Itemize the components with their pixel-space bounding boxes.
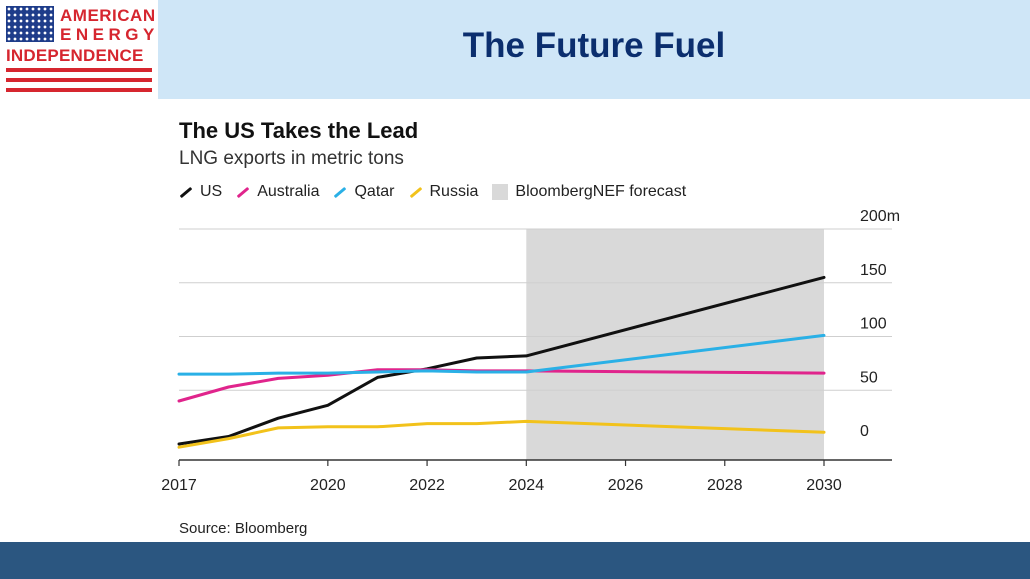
legend-item-australia: Australia	[236, 183, 319, 201]
y-tick-label: 200m	[860, 208, 900, 225]
logo-stripe	[6, 88, 152, 92]
chart-subtitle: LNG exports in metric tons	[179, 148, 404, 169]
legend-label-us: US	[200, 183, 223, 200]
x-tick-label: 2024	[509, 477, 545, 494]
y-tick-label: 100	[860, 316, 887, 333]
legend-swatch-forecast	[492, 184, 509, 200]
legend-label-australia: Australia	[257, 183, 320, 200]
flag-icon	[6, 6, 54, 42]
x-tick-label: 2022	[409, 477, 445, 494]
chart-source: Source: Bloomberg	[179, 520, 308, 537]
legend-label-russia: Russia	[429, 183, 479, 200]
x-tick-label: 2017	[161, 477, 197, 494]
y-tick-label: 50	[860, 369, 878, 386]
x-tick-label: 2030	[806, 477, 842, 494]
series-line-qatar	[177, 333, 826, 376]
series-line-russia	[177, 419, 826, 449]
chart-legend: US Australia Qatar Russia BloombergNEF f…	[179, 180, 700, 204]
page-title: The Future Fuel	[462, 26, 726, 65]
legend-item-forecast: BloombergNEF forecast	[492, 183, 686, 201]
footer-band	[0, 542, 1030, 579]
y-tick-label: 0	[860, 423, 869, 440]
logo-text-line1: AMERICAN	[60, 6, 156, 25]
legend-item-us: US	[179, 183, 222, 201]
series-line-us	[177, 275, 826, 446]
x-tick-label: 2028	[707, 477, 743, 494]
legend-label-forecast: BloombergNEF forecast	[515, 183, 687, 200]
chart-title: The US Takes the Lead	[179, 118, 419, 143]
x-tick-label: 2020	[310, 477, 346, 494]
header-band	[158, 0, 1030, 99]
logo-text-line2: ENERGY	[60, 25, 159, 44]
logo-stripe	[6, 68, 152, 72]
x-tick-label: 2026	[608, 477, 644, 494]
logo-stripe	[6, 78, 152, 82]
legend-item-qatar: Qatar	[333, 183, 395, 201]
y-tick-label: 150	[860, 262, 887, 279]
forecast-region	[526, 229, 824, 460]
logo-text-line3: INDEPENDENCE	[6, 46, 144, 65]
brand-logo: AMERICAN ENERGY INDEPENDENCE	[6, 6, 156, 96]
legend-label-qatar: Qatar	[354, 183, 395, 200]
legend-item-russia: Russia	[409, 183, 479, 201]
